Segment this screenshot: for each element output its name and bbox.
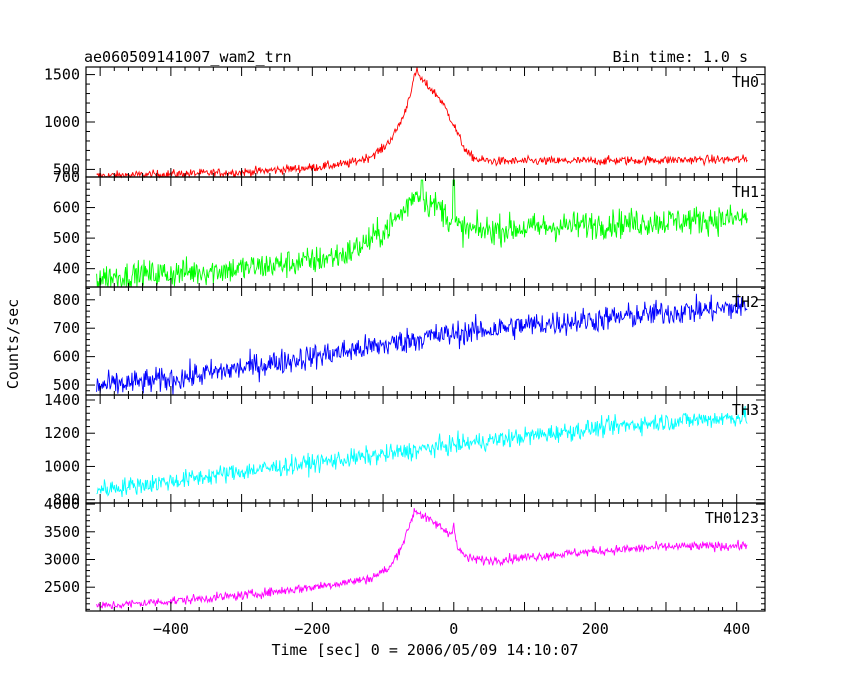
y-tick-label: 2500 <box>44 578 80 596</box>
y-tick-label: 500 <box>53 229 80 247</box>
series-line-th0123 <box>96 508 748 610</box>
x-tick-label: −400 <box>153 620 189 638</box>
y-tick-label: 600 <box>53 199 80 217</box>
x-tick-label: 0 <box>449 620 458 638</box>
y-tick-label: 400 <box>53 260 80 278</box>
y-tick-label: 3000 <box>44 551 80 569</box>
panel-frame-th1 <box>85 176 766 288</box>
x-tick-label: 200 <box>582 620 609 638</box>
y-tick-label: 1000 <box>44 457 80 475</box>
panel-label-th1: TH1 <box>732 183 759 201</box>
chart-title: ae060509141007_wam2_trn <box>84 48 292 66</box>
panel-frame-th0123 <box>85 502 766 612</box>
y-tick-label: 1200 <box>44 424 80 442</box>
series-line-th3 <box>96 405 748 498</box>
panel-label-th2: TH2 <box>732 293 759 311</box>
y-tick-label: 700 <box>53 319 80 337</box>
y-tick-label: 1000 <box>44 113 80 131</box>
series-line-th1 <box>96 179 748 288</box>
y-tick-label: 1500 <box>44 66 80 84</box>
y-axis-label: Counts/sec <box>4 299 22 389</box>
panel-label-th3: TH3 <box>732 401 759 419</box>
y-tick-label: 500 <box>53 160 80 178</box>
series-line-th2 <box>96 293 748 395</box>
y-tick-label: 3500 <box>44 523 80 541</box>
y-tick-label: 700 <box>53 168 80 186</box>
bin-time-label: Bin time: 1.0 s <box>613 48 748 66</box>
y-tick-label: 600 <box>53 348 80 366</box>
panel-label-th0123: TH0123 <box>705 509 759 527</box>
x-axis-label: Time [sec] 0 = 2006/05/09 14:10:07 <box>271 641 578 659</box>
y-tick-label: 1400 <box>44 391 80 409</box>
series-line-th0 <box>96 67 748 179</box>
y-tick-label: 800 <box>53 291 80 309</box>
panels-group: 500 1000 1500 TH0 400 500 600 700 TH1 500 600 700 80… <box>44 66 766 638</box>
y-tick-label: 500 <box>53 376 80 394</box>
y-tick-label: 800 <box>53 491 80 509</box>
y-tick-label: 4000 <box>44 495 80 513</box>
x-tick-label: 400 <box>723 620 750 638</box>
x-tick-label: −200 <box>294 620 330 638</box>
panel-label-th0: TH0 <box>732 73 759 91</box>
